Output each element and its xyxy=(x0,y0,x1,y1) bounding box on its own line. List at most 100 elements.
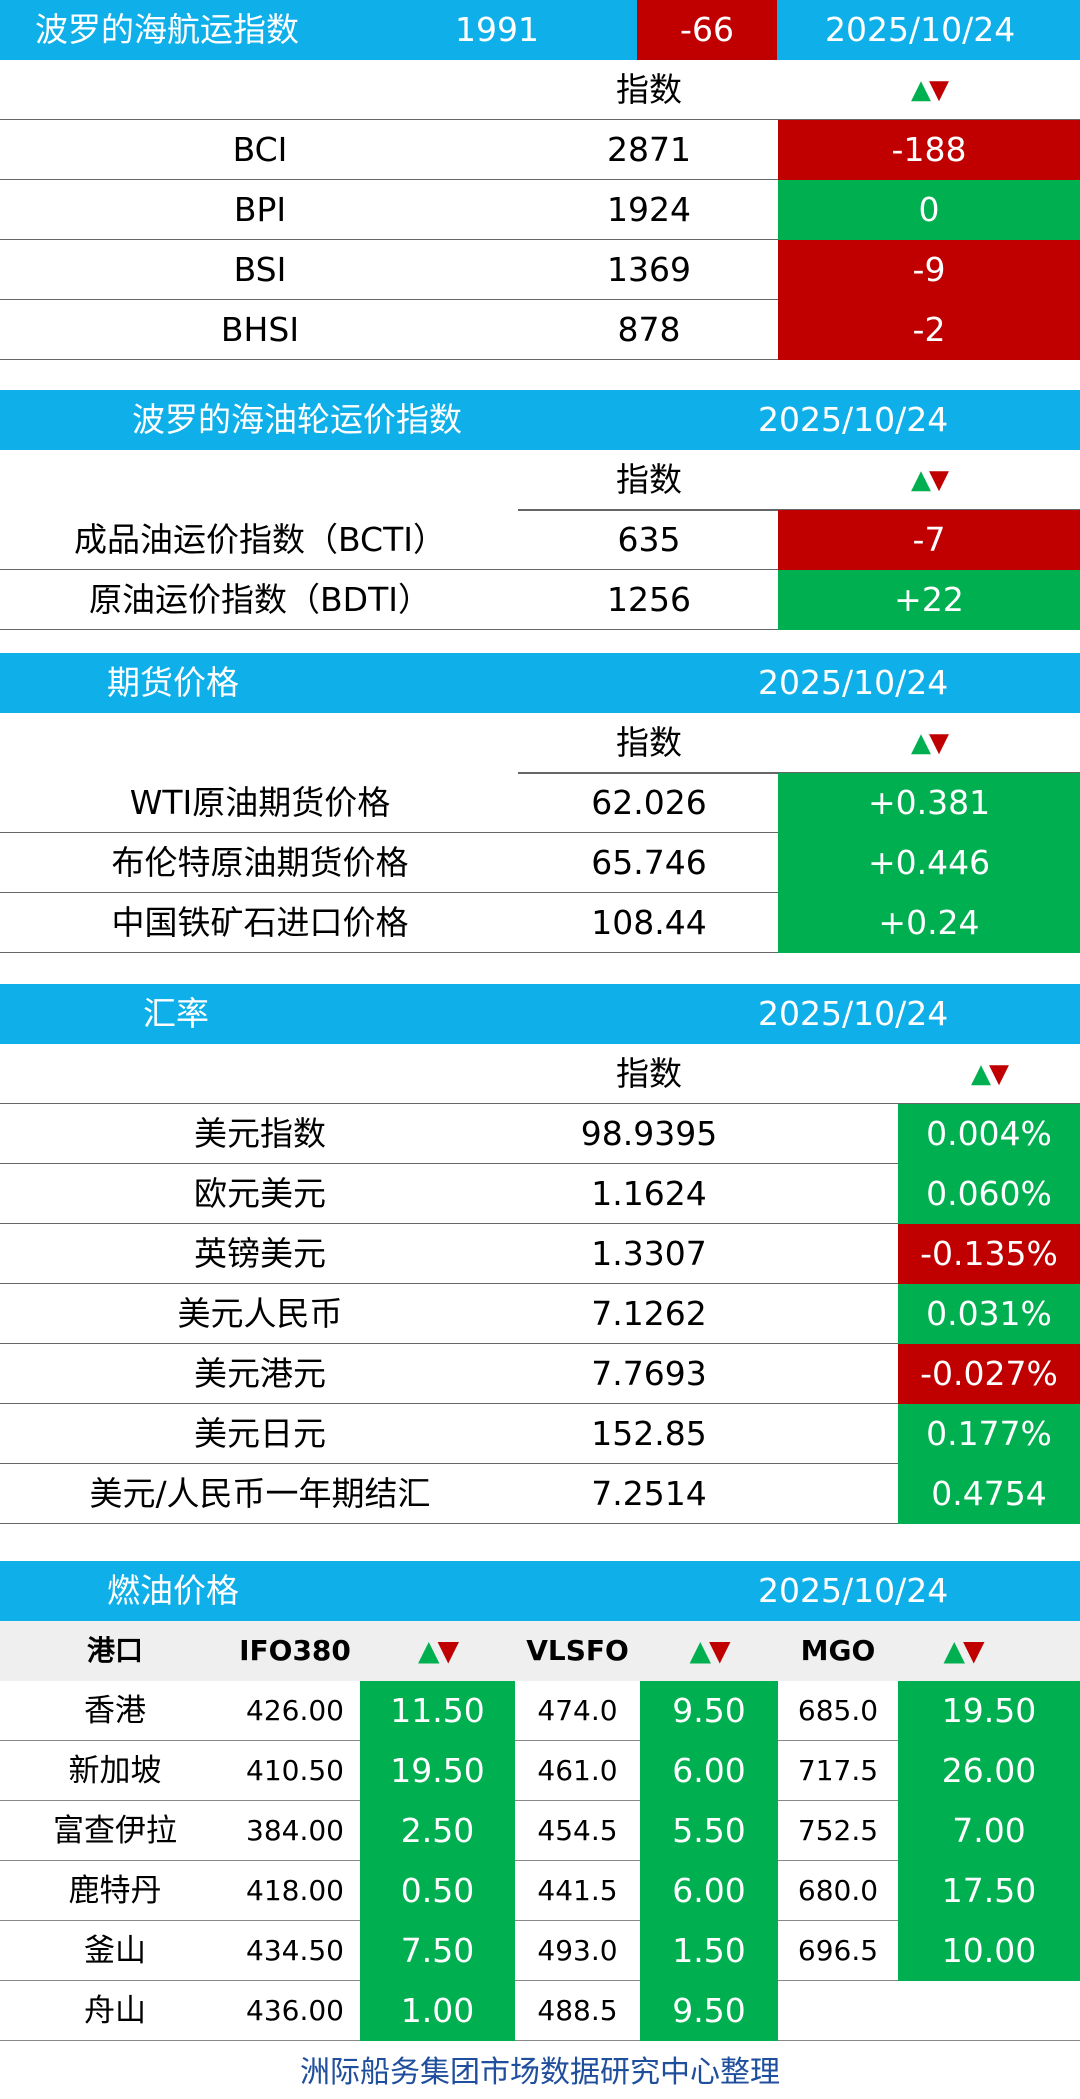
tanker-row: 原油运价指数（BDTI） 1256 +22 xyxy=(0,570,1080,630)
futures-row-value: 62.026 xyxy=(591,783,707,822)
fuel-vlsfo-header: VLSFO xyxy=(526,1634,629,1667)
fuel-port-name: 舟山 xyxy=(84,1993,146,2029)
fuel-mgo-change: 19.50 xyxy=(898,1681,1080,1741)
fuel-row: 新加坡 410.50 19.50 461.0 6.00 717.5 26.00 xyxy=(0,1741,1080,1801)
futures-row: 布伦特原油期货价格 65.746 +0.446 xyxy=(0,833,1080,893)
fuel-vlsfo-change: 6.00 xyxy=(640,1741,778,1801)
fuel-header-bar: 燃油价格 2025/10/24 xyxy=(0,1561,1080,1621)
fuel-vlsfo-price: 454.5 xyxy=(537,1814,618,1847)
futures-header-bar: 期货价格 2025/10/24 xyxy=(0,653,1080,713)
tanker-date: 2025/10/24 xyxy=(758,400,949,439)
fuel-vlsfo-change: 9.50 xyxy=(640,1681,778,1741)
fuel-row: 舟山 436.00 1.00 488.5 9.50 xyxy=(0,1981,1080,2041)
baltic-row: BPI 1924 0 xyxy=(0,180,1080,240)
fuel-ifo-change: 1.00 xyxy=(360,1981,515,2041)
fuel-row: 香港 426.00 11.50 474.0 9.50 685.0 19.50 xyxy=(0,1681,1080,1741)
up-down-arrows-icon: ▲▼ xyxy=(417,1634,459,1667)
tanker-index-label: 指数 xyxy=(616,460,682,499)
fuel-title: 燃油价格 xyxy=(107,1571,239,1610)
fx-row-change: 0.177% xyxy=(898,1404,1080,1464)
fuel-vlsfo-price: 461.0 xyxy=(537,1754,618,1787)
fx-row-name: 美元/人民币一年期结汇 xyxy=(89,1474,431,1513)
up-down-arrows-icon: ▲▼ xyxy=(911,465,949,495)
baltic-index-label: 指数 xyxy=(616,70,682,109)
baltic-row: BHSI 878 -2 xyxy=(0,300,1080,360)
fuel-mgo-header: MGO xyxy=(800,1634,876,1667)
baltic-row-name: BHSI xyxy=(220,310,300,349)
baltic-total-change: -66 xyxy=(637,0,777,60)
fx-index-label: 指数 xyxy=(616,1054,682,1093)
fx-row-name: 美元日元 xyxy=(194,1414,326,1453)
fx-row: 美元指数 98.9395 0.004% xyxy=(0,1104,1080,1164)
fuel-vlsfo-change: 9.50 xyxy=(640,1981,778,2041)
fx-row: 美元人民币 7.1262 0.031% xyxy=(0,1284,1080,1344)
baltic-row-change: 0 xyxy=(778,180,1080,240)
fx-row-change: 0.004% xyxy=(898,1104,1080,1164)
baltic-row-change: -188 xyxy=(778,120,1080,180)
fx-row-change: 0.4754 xyxy=(898,1464,1080,1524)
fuel-vlsfo-change: 5.50 xyxy=(640,1801,778,1861)
tanker-header-bar: 波罗的海油轮运价指数 2025/10/24 xyxy=(0,390,1080,450)
futures-row-name: 中国铁矿石进口价格 xyxy=(111,903,409,942)
fx-row: 美元/人民币一年期结汇 7.2514 0.4754 xyxy=(0,1464,1080,1524)
fuel-ifo-price: 436.00 xyxy=(246,1994,344,2027)
fx-title: 汇率 xyxy=(143,994,209,1033)
tanker-column-header: 指数 ▲▼ xyxy=(0,450,1080,510)
fx-row-name: 美元港元 xyxy=(194,1354,326,1393)
tanker-row-name: 原油运价指数（BDTI） xyxy=(89,580,431,619)
fx-row-name: 英镑美元 xyxy=(194,1234,326,1273)
fx-row: 欧元美元 1.1624 0.060% xyxy=(0,1164,1080,1224)
futures-date: 2025/10/24 xyxy=(758,663,949,702)
baltic-row-name: BPI xyxy=(233,190,287,229)
fuel-vlsfo-price: 474.0 xyxy=(537,1694,618,1727)
futures-row-value: 65.746 xyxy=(591,843,707,882)
fuel-column-header: 港口 IFO380 ▲▼ VLSFO ▲▼ MGO ▲▼ xyxy=(0,1621,1080,1681)
baltic-title: 波罗的海航运指数 xyxy=(35,10,299,49)
tanker-row-name: 成品油运价指数（BCTI） xyxy=(74,520,446,559)
fuel-ifo-change: 7.50 xyxy=(360,1921,515,1981)
fuel-vlsfo-price: 488.5 xyxy=(537,1994,618,2027)
fx-row-change: 0.060% xyxy=(898,1164,1080,1224)
up-down-arrows-icon: ▲▼ xyxy=(911,75,949,105)
baltic-row-name: BCI xyxy=(232,130,288,169)
futures-row: WTI原油期货价格 62.026 +0.381 xyxy=(0,773,1080,833)
tanker-row: 成品油运价指数（BCTI） 635 -7 xyxy=(0,510,1080,570)
fuel-ifo-change: 0.50 xyxy=(360,1861,515,1921)
fx-date: 2025/10/24 xyxy=(758,994,949,1033)
fuel-vlsfo-change: 6.00 xyxy=(640,1861,778,1921)
fuel-row: 富查伊拉 384.00 2.50 454.5 5.50 752.5 7.00 xyxy=(0,1801,1080,1861)
futures-row: 中国铁矿石进口价格 108.44 +0.24 xyxy=(0,893,1080,953)
fuel-mgo-change: 10.00 xyxy=(898,1921,1080,1981)
baltic-row-value: 1369 xyxy=(607,250,691,289)
fuel-mgo-price: 685.0 xyxy=(797,1694,879,1727)
fx-row-name: 欧元美元 xyxy=(194,1174,326,1213)
fuel-port-name: 新加坡 xyxy=(68,1753,162,1789)
fuel-mgo-price: 752.5 xyxy=(797,1814,879,1847)
baltic-row-value: 2871 xyxy=(607,130,691,169)
fuel-ifo-change: 2.50 xyxy=(360,1801,515,1861)
fuel-mgo-price: 680.0 xyxy=(797,1874,879,1907)
fx-row-value: 152.85 xyxy=(591,1414,707,1453)
tanker-row-change: -7 xyxy=(778,510,1080,570)
futures-title: 期货价格 xyxy=(107,663,239,702)
fuel-mgo-change: 17.50 xyxy=(898,1861,1080,1921)
baltic-row-change: -2 xyxy=(778,300,1080,360)
fuel-port-name: 鹿特丹 xyxy=(68,1873,162,1909)
fx-row-value: 1.1624 xyxy=(591,1174,707,1213)
fx-row: 英镑美元 1.3307 -0.135% xyxy=(0,1224,1080,1284)
fx-row-value: 98.9395 xyxy=(580,1114,718,1153)
fuel-row: 鹿特丹 418.00 0.50 441.5 6.00 680.0 17.50 xyxy=(0,1861,1080,1921)
fx-row-change: -0.027% xyxy=(898,1344,1080,1404)
fuel-ifo-header: IFO380 xyxy=(239,1634,351,1667)
baltic-header-bar: 波罗的海航运指数 1991 -66 2025/10/24 xyxy=(0,0,1080,60)
up-down-arrows-icon: ▲▼ xyxy=(971,1059,1009,1089)
tanker-title: 波罗的海油轮运价指数 xyxy=(132,400,462,439)
fx-row-change: -0.135% xyxy=(898,1224,1080,1284)
fx-row-change: 0.031% xyxy=(898,1284,1080,1344)
fx-row: 美元港元 7.7693 -0.027% xyxy=(0,1344,1080,1404)
futures-row-name: WTI原油期货价格 xyxy=(129,783,391,822)
fuel-row: 釜山 434.50 7.50 493.0 1.50 696.5 10.00 xyxy=(0,1921,1080,1981)
baltic-row-change: -9 xyxy=(778,240,1080,300)
fuel-ifo-change: 11.50 xyxy=(360,1681,515,1741)
fx-row-value: 7.7693 xyxy=(591,1354,707,1393)
